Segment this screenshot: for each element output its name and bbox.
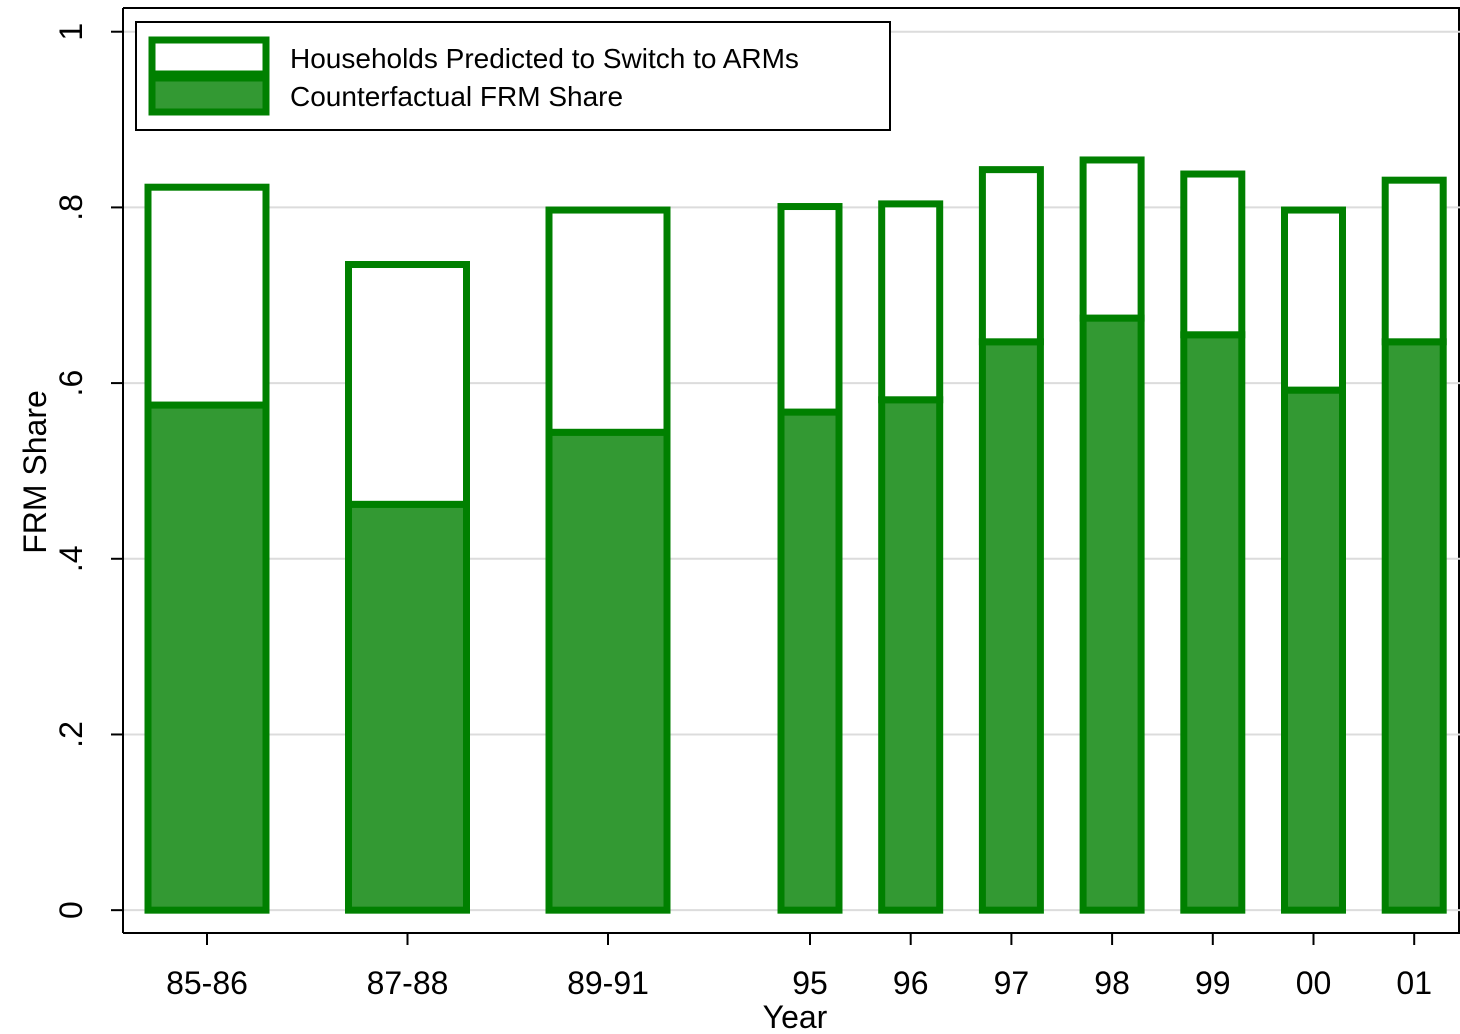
y-tick-label: 0 [53,901,89,919]
x-tick-label: 00 [1296,965,1332,1001]
bar-segment [978,166,1044,346]
bar-segment [545,206,671,436]
bar-segment [1079,156,1145,322]
bar-segment [777,203,843,416]
y-tick-label: .8 [53,194,89,221]
x-tick-label: 85-86 [166,965,248,1001]
x-tick-label: 89-91 [567,965,649,1001]
x-axis-title: Year [763,999,828,1034]
bar-segment [1180,331,1246,914]
x-tick-label: 96 [893,965,929,1001]
bar-segment [1281,206,1346,394]
bar-segment [978,338,1044,914]
bar-segment [144,183,270,409]
legend-label: Counterfactual FRM Share [290,81,623,112]
bar-segment [345,261,470,508]
x-tick-label: 01 [1396,965,1432,1001]
bar-segment [144,401,270,914]
bar-segment [878,396,944,914]
bar-segment [1281,386,1346,914]
bar-segment [345,500,470,914]
bar-segment [1180,170,1246,339]
x-tick-label: 99 [1195,965,1231,1001]
x-tick-label: 87-88 [367,965,449,1001]
legend-swatch [148,74,270,116]
x-tick-label: 97 [994,965,1030,1001]
bar-segment [545,428,671,914]
bar-segment [1079,314,1145,914]
y-tick-label: .2 [53,721,89,748]
y-tick-label: .4 [53,545,89,572]
bar-segment [878,200,944,404]
bar-segment [1381,176,1447,346]
x-tick-label: 95 [792,965,828,1001]
x-tick-label: 98 [1094,965,1130,1001]
bar-segment [1381,338,1447,914]
legend-label: Households Predicted to Switch to ARMs [290,43,799,74]
y-tick-label: .6 [53,370,89,397]
y-axis-title: FRM Share [17,390,53,554]
bar-segment [777,408,843,914]
legend-swatch [148,36,270,78]
y-tick-label: 1 [53,23,89,41]
